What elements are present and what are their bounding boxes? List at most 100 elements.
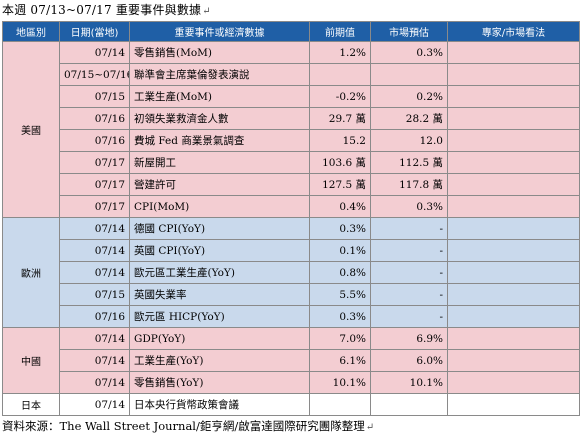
forecast-cell: 117.8 萬 xyxy=(370,173,448,196)
previous-value-cell: 0.3% xyxy=(309,217,371,240)
date-cell: 07/14 xyxy=(59,349,130,372)
expert-view-cell xyxy=(447,327,580,350)
expert-view-cell xyxy=(447,85,580,108)
report-title: 本週 07/13~07/17 重要事件與數據↵ xyxy=(2,1,211,19)
table-row: 07/17 CPI(MoM) 0.4% 0.3% xyxy=(3,195,580,218)
event-cell: 營建許可 xyxy=(129,173,310,196)
previous-value-cell: 127.5 萬 xyxy=(309,173,371,196)
event-cell: 工業生產(YoY) xyxy=(129,349,310,372)
table-row: 07/16 初領失業救濟金人數 29.7 萬 28.2 萬 xyxy=(3,107,580,130)
forecast-cell: 6.9% xyxy=(370,327,448,350)
table-row: 07/14 零售銷售(YoY) 10.1% 10.1% xyxy=(3,371,580,394)
date-cell: 07/15~07/16 xyxy=(59,63,130,86)
table-row: 中國 07/14 GDP(YoY) 7.0% 6.9% xyxy=(2,327,580,394)
forecast-cell: 0.3% xyxy=(370,41,448,64)
region-cell: 美國 xyxy=(2,41,60,218)
region-cell: 中國 xyxy=(2,327,60,394)
col-header-event: 重要事件或經濟數據 xyxy=(129,21,310,42)
event-cell: 英國失業率 xyxy=(129,283,310,306)
event-cell: 英國 CPI(YoY) xyxy=(129,239,310,262)
region-cell: 日本 xyxy=(2,393,60,416)
table-row: 07/15 工業生產(MoM) -0.2% 0.2% xyxy=(3,85,580,108)
col-header-region: 地區別 xyxy=(2,21,60,42)
event-cell: 聯準會主席葉倫發表演說 xyxy=(129,63,310,86)
date-cell: 07/14 xyxy=(59,393,130,416)
expert-view-cell xyxy=(447,239,580,262)
table-row: 07/17 營建許可 127.5 萬 117.8 萬 xyxy=(3,173,580,196)
table-row: 美國 07/14 零售銷售(MoM) 1.2% 0.3% xyxy=(2,41,580,218)
paragraph-mark-icon: ↵ xyxy=(365,422,375,433)
forecast-cell: - xyxy=(370,239,448,262)
previous-value-cell: 1.2% xyxy=(309,41,371,64)
forecast-cell: - xyxy=(370,217,448,240)
source-note: 資料來源：The Wall Street Journal/鉅亨網/啟富達國際研究… xyxy=(2,418,374,434)
expert-view-cell xyxy=(447,393,580,416)
event-cell: 零售銷售(MoM) xyxy=(129,41,310,64)
previous-value-cell: 0.1% xyxy=(309,239,371,262)
date-cell: 07/17 xyxy=(59,151,130,174)
forecast-cell: 12.0 xyxy=(370,129,448,152)
table-row: 日本 07/14 日本央行貨幣政策會議 xyxy=(2,393,580,416)
table-row: 07/15 英國失業率 5.5% - xyxy=(3,283,580,306)
header-row: 地區別 日期(當地) 重要事件或經濟數據 前期值 市場預估 專家/市場看法 xyxy=(2,21,580,42)
previous-value-cell: 103.6 萬 xyxy=(309,151,371,174)
table-row: 07/14 工業生產(YoY) 6.1% 6.0% xyxy=(3,349,580,372)
forecast-cell: 28.2 萬 xyxy=(370,107,448,130)
forecast-cell: 112.5 萬 xyxy=(370,151,448,174)
previous-value-cell: 29.7 萬 xyxy=(309,107,371,130)
expert-view-cell xyxy=(447,63,580,86)
event-cell: 新屋開工 xyxy=(129,151,310,174)
table-row: 07/14 歐元區工業生產(YoY) 0.8% - xyxy=(3,261,580,284)
event-cell: 日本央行貨幣政策會議 xyxy=(129,393,310,416)
date-cell: 07/14 xyxy=(59,217,130,240)
expert-view-cell xyxy=(447,217,580,240)
date-cell: 07/17 xyxy=(59,195,130,218)
table-body: 美國 07/14 零售銷售(MoM) 1.2% 0.3% 07/15~07/16 聯準會主席… xyxy=(2,41,580,416)
previous-value-cell: 6.1% xyxy=(309,349,371,372)
previous-value-cell: 10.1% xyxy=(309,371,371,394)
table-row: 07/16 歐元區 HICP(YoY) 0.3% - xyxy=(3,305,580,328)
date-cell: 07/14 xyxy=(59,261,130,284)
col-header-previous: 前期值 xyxy=(309,21,371,42)
previous-value-cell: -0.2% xyxy=(309,85,371,108)
date-cell: 07/16 xyxy=(59,107,130,130)
forecast-cell: - xyxy=(370,283,448,306)
previous-value-cell: 7.0% xyxy=(309,327,371,350)
report-title-text: 本週 07/13~07/17 重要事件與數據 xyxy=(2,3,202,17)
previous-value-cell xyxy=(309,393,371,416)
expert-view-cell xyxy=(447,107,580,130)
date-cell: 07/14 xyxy=(59,327,130,350)
date-cell: 07/16 xyxy=(59,129,130,152)
expert-view-cell xyxy=(447,173,580,196)
date-cell: 07/15 xyxy=(59,283,130,306)
region-cell: 歐洲 xyxy=(2,217,60,328)
col-header-date: 日期(當地) xyxy=(59,21,130,42)
forecast-cell: 0.2% xyxy=(370,85,448,108)
previous-value-cell: 0.8% xyxy=(309,261,371,284)
forecast-cell xyxy=(370,393,448,416)
date-cell: 07/16 xyxy=(59,305,130,328)
expert-view-cell xyxy=(447,129,580,152)
forecast-cell: - xyxy=(370,305,448,328)
event-cell: 歐元區 HICP(YoY) xyxy=(129,305,310,328)
event-cell: 零售銷售(YoY) xyxy=(129,371,310,394)
date-cell: 07/17 xyxy=(59,173,130,196)
event-cell: 歐元區工業生產(YoY) xyxy=(129,261,310,284)
table-row: 07/14 英國 CPI(YoY) 0.1% - xyxy=(3,239,580,262)
forecast-cell: 10.1% xyxy=(370,371,448,394)
event-cell: 初領失業救濟金人數 xyxy=(129,107,310,130)
previous-value-cell: 5.5% xyxy=(309,283,371,306)
expert-view-cell xyxy=(447,349,580,372)
event-cell: 費城 Fed 商業景氣調查 xyxy=(129,129,310,152)
forecast-cell: 0.3% xyxy=(370,195,448,218)
forecast-cell xyxy=(370,63,448,86)
previous-value-cell: 0.3% xyxy=(309,305,371,328)
event-cell: CPI(MoM) xyxy=(129,195,310,218)
table-row: 07/15~07/16 聯準會主席葉倫發表演說 xyxy=(3,63,580,86)
previous-value-cell: 0.4% xyxy=(309,195,371,218)
previous-value-cell: 15.2 xyxy=(309,129,371,152)
col-header-forecast: 市場預估 xyxy=(370,21,448,42)
expert-view-cell xyxy=(447,41,580,64)
previous-value-cell xyxy=(309,63,371,86)
table-row: 歐洲 07/14 德國 CPI(YoY) 0.3% - xyxy=(2,217,580,328)
